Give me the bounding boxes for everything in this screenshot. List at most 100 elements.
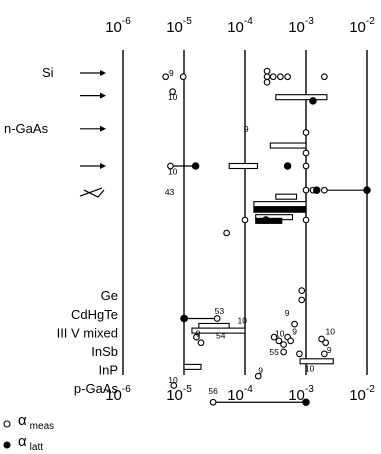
alpha-meas-point bbox=[269, 73, 277, 81]
range-bar bbox=[269, 142, 307, 149]
alpha-meas-point bbox=[284, 73, 291, 81]
material-label: Si bbox=[42, 65, 54, 80]
tick-exponent: -3 bbox=[305, 384, 314, 395]
tick-base: 10 bbox=[166, 19, 183, 36]
top-tick-label: 10-3 bbox=[288, 16, 314, 36]
alpha-meas-point bbox=[321, 186, 328, 194]
tick-exponent: -5 bbox=[183, 384, 192, 395]
alpha-meas-point bbox=[302, 162, 310, 170]
alpha-meas-point bbox=[170, 382, 178, 389]
alpha-latt-point bbox=[283, 162, 292, 170]
arrow-head bbox=[100, 92, 106, 99]
alpha-meas-point bbox=[263, 78, 271, 86]
alpha-meas-point bbox=[280, 341, 287, 348]
range-bar bbox=[275, 94, 328, 101]
range-bar bbox=[183, 363, 202, 370]
bottom-tick-label: 10-3 bbox=[288, 384, 314, 404]
arrow-head bbox=[100, 163, 106, 169]
tick-base: 10 bbox=[105, 19, 122, 36]
alpha-meas-point bbox=[270, 333, 278, 341]
alpha-latt-point bbox=[363, 186, 371, 194]
legend-label: α meas bbox=[18, 412, 54, 432]
material-label: p-GaAs bbox=[74, 381, 119, 396]
alpha-meas-point bbox=[291, 320, 298, 328]
material-label: Ge bbox=[101, 288, 118, 303]
alpha-meas-point bbox=[302, 216, 310, 224]
tick-exponent: -2 bbox=[366, 384, 375, 395]
reference-label: 53 bbox=[215, 306, 225, 316]
alpha-meas-point bbox=[223, 229, 230, 237]
reference-label: 9 bbox=[196, 328, 201, 338]
reference-label: 9 bbox=[258, 366, 263, 376]
alpha-meas-point bbox=[302, 149, 310, 157]
reference-label: 10 bbox=[326, 327, 336, 337]
legend-latt-marker bbox=[3, 441, 11, 449]
alpha-meas-point bbox=[321, 350, 328, 358]
reference-label: 9 bbox=[327, 345, 332, 355]
top-tick-label: 10-4 bbox=[227, 16, 253, 36]
legend-symbol: α bbox=[18, 412, 27, 429]
alpha-meas-point bbox=[302, 129, 310, 136]
bottom-tick-label: 10-2 bbox=[349, 384, 375, 404]
alpha-latt-point bbox=[180, 314, 188, 323]
tick-exponent: -2 bbox=[366, 16, 375, 27]
range-bar bbox=[253, 201, 307, 208]
legend-subscript: meas bbox=[30, 421, 54, 432]
legend-symbol: α bbox=[18, 433, 27, 450]
tick-exponent: -4 bbox=[244, 384, 253, 395]
top-tick-label: 10-2 bbox=[349, 16, 375, 36]
zigzag-arrow bbox=[79, 187, 105, 198]
reference-label: 55 bbox=[269, 347, 279, 357]
alpha-meas-point bbox=[302, 186, 310, 194]
alpha-meas-point bbox=[318, 335, 325, 343]
tick-exponent: -3 bbox=[305, 16, 314, 27]
reference-label: 56 bbox=[208, 386, 218, 396]
alpha-meas-point bbox=[167, 162, 174, 170]
alpha-meas-point bbox=[197, 339, 205, 347]
reference-label: 43 bbox=[165, 187, 175, 197]
alpha-meas-point bbox=[162, 73, 169, 81]
alpha-meas-point bbox=[321, 73, 328, 81]
alpha-meas-point bbox=[298, 296, 306, 304]
alpha-meas-point bbox=[275, 337, 283, 345]
tick-base: 10 bbox=[227, 387, 244, 404]
material-label: InP bbox=[98, 363, 118, 378]
tick-base: 10 bbox=[227, 19, 244, 36]
arrow-head bbox=[100, 125, 106, 132]
reference-label: 9 bbox=[244, 124, 249, 134]
legend-label: α latt bbox=[18, 433, 43, 453]
top-axis-tick-labels: 10-6 10-5 10-4 10-3 10-2 bbox=[105, 16, 375, 36]
reference-label: 9 bbox=[169, 68, 174, 78]
material-label: n-GaAs bbox=[4, 121, 49, 136]
alpha-latt-point bbox=[312, 186, 321, 194]
tick-base: 10 bbox=[288, 387, 305, 404]
alpha-latt-point bbox=[262, 216, 270, 224]
range-bars bbox=[183, 94, 334, 370]
bottom-tick-label: 10-6 bbox=[105, 384, 131, 404]
alpha-latt-point bbox=[309, 97, 317, 105]
alpha-meas-point bbox=[263, 67, 271, 75]
alpha-latt-point bbox=[302, 398, 310, 406]
reference-label: 10 bbox=[168, 92, 178, 102]
alpha-meas-point bbox=[296, 350, 303, 358]
top-tick-label: 10-6 bbox=[105, 16, 131, 36]
range-bar bbox=[275, 193, 298, 200]
alpha-meas-point bbox=[241, 216, 249, 224]
alpha-meas-point bbox=[298, 287, 306, 294]
material-label: III V mixed bbox=[57, 325, 118, 340]
material-label: CdHgTe bbox=[71, 307, 118, 322]
bottom-axis-tick-labels: 10-6 10-5 10-4 10-3 10-2 bbox=[105, 384, 375, 404]
tick-base: 10 bbox=[349, 19, 366, 36]
tick-base: 10 bbox=[105, 387, 122, 404]
alpha-meas-point bbox=[322, 339, 330, 347]
tick-exponent: -6 bbox=[122, 16, 131, 27]
legend-subscript: latt bbox=[30, 442, 44, 453]
alpha-meas-point bbox=[179, 73, 187, 81]
alpha-meas-point bbox=[169, 88, 176, 95]
alpha-meas-point bbox=[277, 73, 284, 81]
reference-label: 54 bbox=[216, 330, 226, 340]
reference-label: 10 bbox=[168, 375, 178, 385]
alpha-meas-point bbox=[287, 337, 294, 345]
